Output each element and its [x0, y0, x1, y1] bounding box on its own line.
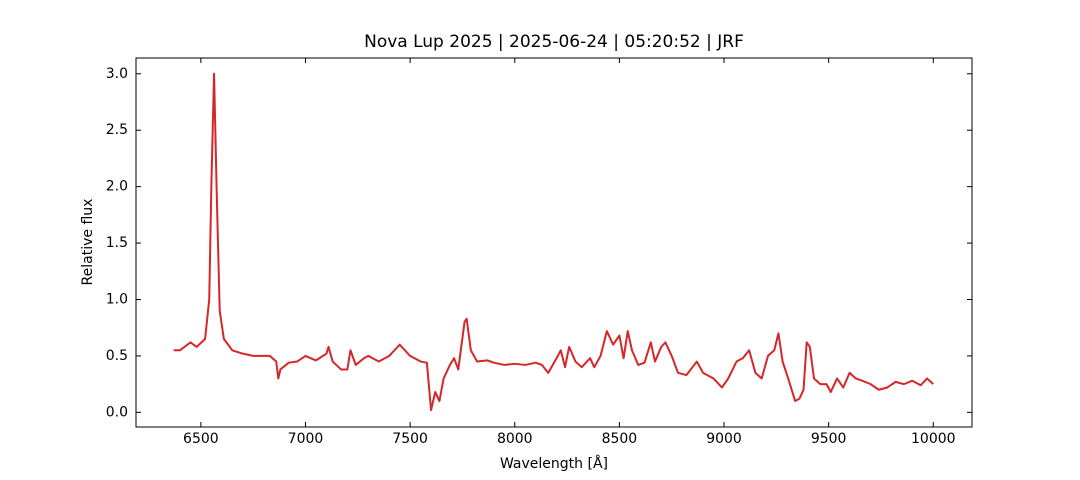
x-tick-label: 9000 — [706, 431, 742, 447]
y-tick-label: 0.0 — [106, 404, 128, 420]
x-tick-label: 8500 — [602, 431, 638, 447]
x-tick-label: 7000 — [288, 431, 324, 447]
x-tick-label: 10000 — [911, 431, 956, 447]
y-tick-label: 3.0 — [106, 66, 128, 82]
x-tick-label: 8000 — [497, 431, 533, 447]
y-tick-label: 2.5 — [106, 122, 128, 138]
y-tick-label: 1.5 — [106, 235, 128, 251]
plot-frame — [135, 57, 973, 428]
x-tick-label: 9500 — [811, 431, 847, 447]
y-tick-label: 2.0 — [106, 179, 128, 195]
x-tick-label: 6500 — [183, 431, 219, 447]
x-axis-label: Wavelength [Å] — [500, 455, 608, 472]
chart-title: Nova Lup 2025 | 2025-06-24 | 05:20:52 | … — [364, 32, 744, 52]
spectrum-line — [173, 72, 934, 412]
x-tick-label: 7500 — [392, 431, 428, 447]
y-axis-label: Relative flux — [80, 199, 96, 286]
y-tick-label: 1.0 — [106, 291, 128, 307]
y-tick-label: 0.5 — [106, 348, 128, 364]
